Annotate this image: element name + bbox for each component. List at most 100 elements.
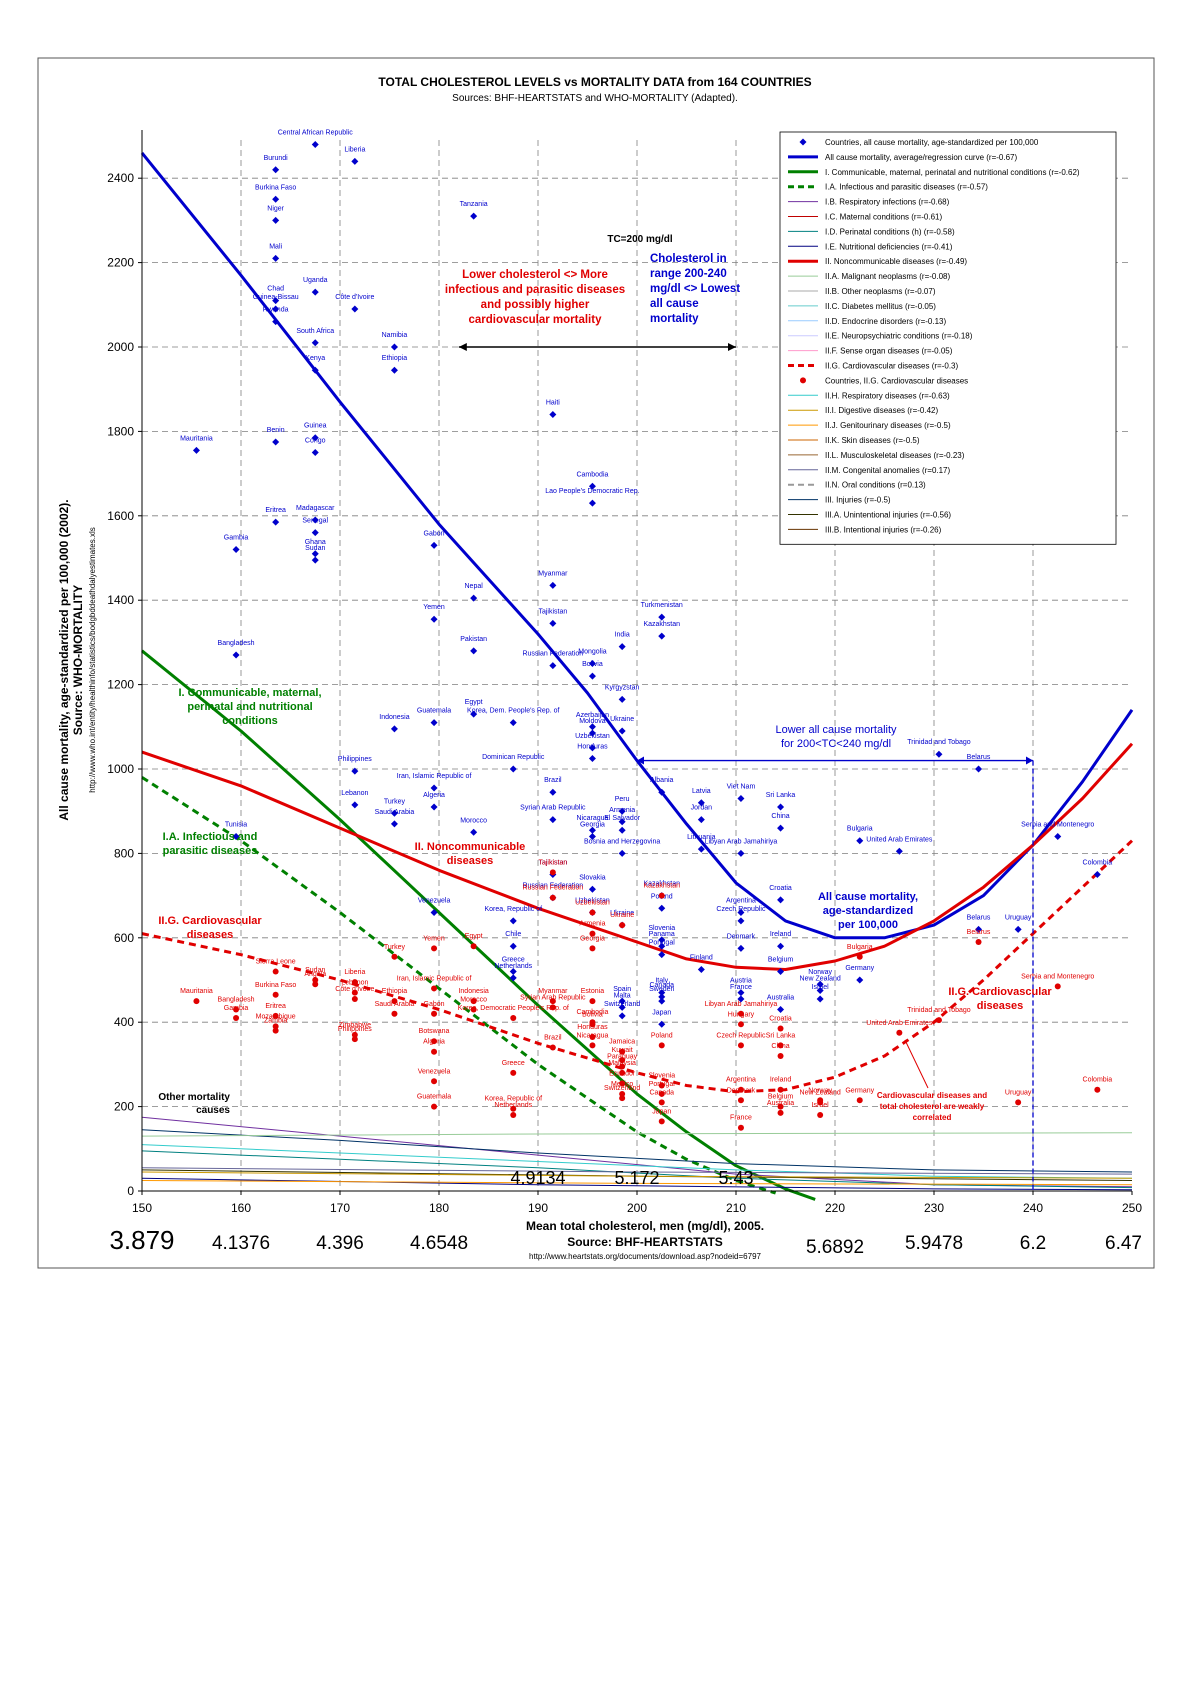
y-tick-label: 1400 — [107, 593, 134, 607]
all-cause-curve-note-line: age-standardized — [823, 905, 913, 917]
point-cvd — [431, 1038, 438, 1045]
point-all-cause — [697, 965, 705, 973]
point-all-cause — [272, 318, 280, 326]
point-label-all-cause: Tanzania — [460, 201, 488, 208]
point-label-cvd: Jamaica — [609, 1039, 635, 1046]
y-tick-label: 400 — [114, 1015, 134, 1029]
point-label-all-cause: Belarus — [967, 914, 991, 921]
point-cvd — [619, 1057, 626, 1064]
point-all-cause — [737, 795, 745, 803]
point-label-all-cause: Libyan Arab Jamahiriya — [705, 838, 778, 845]
tc200-label: TC=200 mg/dl — [607, 234, 673, 245]
point-all-cause — [390, 809, 398, 817]
point-label-cvd: Croatia — [769, 1016, 792, 1023]
point-label-all-cause: Haiti — [546, 400, 560, 407]
point-all-cause — [737, 908, 745, 916]
point-all-cause — [895, 847, 903, 855]
point-label-cvd: Iran, Islamic Republic of — [397, 975, 472, 982]
x-axis-url: http://www.heartstats.org/documents/down… — [529, 1252, 761, 1261]
points: Central African Republic Liberia Burundi Bu… — [180, 129, 1112, 1131]
point-all-cause — [470, 594, 478, 602]
point-label-all-cause: El Salvador — [604, 815, 640, 822]
point-cvd — [619, 1063, 626, 1070]
point-label-cvd: Estonia — [581, 988, 604, 995]
point-label-all-cause: Kazakhstan — [643, 621, 680, 628]
point-label-cvd: Denmark — [727, 1087, 756, 1094]
point-cvd — [351, 1031, 358, 1038]
point-label-cvd: Tajikistan — [538, 859, 567, 866]
point-label-all-cause: Germany — [845, 965, 874, 972]
point-label-cvd: Israel — [812, 1102, 830, 1109]
legend-label: III.A. Unintentional injuries (r=-0.56) — [825, 511, 951, 520]
mmol-label: 5.172 — [614, 1168, 659, 1188]
point-all-cause — [509, 942, 517, 950]
point-all-cause — [272, 195, 280, 203]
legend-box — [779, 131, 1117, 545]
point-all-cause — [618, 849, 626, 857]
point-label-all-cause: Trinidad and Tobago — [907, 739, 971, 746]
x-tick-label: 200 — [627, 1201, 647, 1215]
point-all-cause — [588, 754, 596, 762]
point-label-cvd: Lebanon — [341, 980, 368, 987]
point-cvd — [549, 1004, 556, 1011]
point-cvd — [935, 1017, 942, 1024]
mmol-label: 6.2 — [1020, 1233, 1046, 1254]
point-cvd — [658, 892, 665, 899]
point-label-cvd: Trinidad and Tobago — [907, 1007, 971, 1014]
point-all-cause — [1014, 925, 1022, 933]
point-all-cause — [777, 968, 785, 976]
point-all-cause — [351, 305, 359, 313]
point-all-cause — [618, 818, 626, 826]
point-all-cause — [658, 951, 666, 959]
point-cvd — [658, 1090, 665, 1097]
point-label-all-cause: Benin — [267, 427, 285, 434]
point-label-all-cause: Croatia — [769, 885, 792, 892]
legend-label: II.N. Oral conditions (r=0.13) — [825, 481, 926, 490]
point-label-all-cause: Greece — [502, 957, 525, 964]
point-all-cause — [311, 140, 319, 148]
point-all-cause — [697, 816, 705, 824]
legend-label: III.B. Intentional injuries (r=-0.26) — [825, 525, 942, 534]
communicable-note-line: I. Communicable, maternal, — [178, 687, 321, 699]
point-cvd — [658, 1118, 665, 1125]
point-cvd — [619, 1069, 626, 1076]
point-label-all-cause: Nicaragua — [576, 815, 608, 822]
point-label-cvd: Philippines — [338, 1026, 372, 1033]
point-all-cause — [658, 997, 666, 1005]
point-all-cause — [549, 619, 557, 627]
point-cvd — [431, 945, 438, 952]
point-label-cvd: Burkina Faso — [255, 982, 296, 989]
range-note-line: mg/dl <> Lowest — [650, 283, 740, 295]
point-cvd — [856, 1097, 863, 1104]
x-tick-label: 180 — [429, 1201, 449, 1215]
point-label-all-cause: Serbia and Montenegro — [1021, 822, 1094, 829]
point-all-cause — [816, 987, 824, 995]
curve-ii-h-respiratory-diseases — [141, 1144, 1133, 1179]
point-label-cvd: Algeria — [423, 1039, 445, 1046]
range-arrow-head-left — [458, 343, 467, 351]
point-label-cvd: Uruguay — [1005, 1089, 1032, 1096]
point-all-cause — [777, 896, 785, 904]
point-label-all-cause: Myanmar — [538, 570, 568, 577]
point-all-cause — [658, 936, 666, 944]
legend-label: II.L. Musculoskeletal diseases (r=-0.23) — [825, 451, 965, 460]
point-label-cvd: Mauritania — [180, 988, 213, 995]
point-cvd — [510, 1014, 517, 1021]
annotations: TC=200 mg/dl Lower cholesterol <> More inf… — [158, 234, 1052, 1191]
point-all-cause — [311, 550, 319, 558]
point-label-all-cause: New Zealand — [800, 976, 841, 983]
noncommunicable-note-line: diseases — [447, 855, 493, 867]
point-all-cause — [311, 529, 319, 537]
point-label-all-cause: Netherlands — [494, 963, 532, 970]
point-all-cause — [777, 803, 785, 811]
lower-cholesterol-note-line: and possibly higher — [481, 299, 590, 311]
legend-label: II.G. Cardiovascular diseases (r=-0.3) — [825, 362, 958, 371]
curve-ii-e-neuropsychiatric-conditions — [141, 1167, 1133, 1175]
all-cause-curve-note-line: All cause mortality, — [818, 891, 918, 903]
point-label-all-cause: Saudi Arabia — [375, 809, 415, 816]
point-cvd — [233, 1014, 240, 1021]
point-label-cvd: Belgium — [768, 1094, 793, 1101]
point-all-cause — [390, 366, 398, 374]
point-label-all-cause: Belarus — [967, 754, 991, 761]
point-label-cvd: Eritrea — [265, 1003, 286, 1010]
